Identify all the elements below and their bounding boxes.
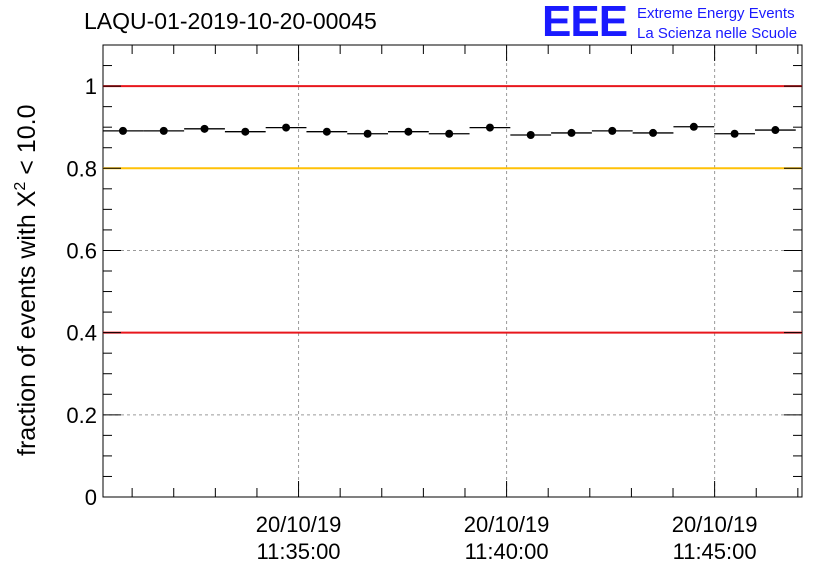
y-tick-label: 0.4 bbox=[66, 321, 97, 346]
data-point bbox=[322, 127, 331, 136]
data-point bbox=[485, 123, 494, 132]
y-tick-label: 0 bbox=[85, 485, 97, 510]
data-point bbox=[118, 126, 127, 135]
y-tick-label: 0.8 bbox=[66, 156, 97, 181]
data-point bbox=[200, 124, 209, 133]
logo-line-2: La Scienza nelle Scuole bbox=[637, 25, 798, 42]
data-point bbox=[649, 128, 658, 137]
data-point bbox=[526, 130, 535, 139]
y-tick-label: 1 bbox=[85, 74, 97, 99]
y-tick-label: 0.6 bbox=[66, 238, 97, 263]
y-axis-label-text: fraction of events with bbox=[13, 207, 41, 456]
y-axis-label-suffix: < 10.0 bbox=[13, 105, 41, 182]
data-point bbox=[730, 129, 739, 138]
data-point bbox=[567, 128, 576, 137]
data-point bbox=[404, 127, 413, 136]
data-point bbox=[241, 127, 250, 136]
x-tick-label-date: 20/10/19 bbox=[256, 512, 342, 537]
eee-logo: EEE Extreme Energy Events La Scienza nel… bbox=[542, 0, 836, 46]
data-point bbox=[445, 129, 454, 138]
x-tick-label-time: 11:40:00 bbox=[465, 539, 549, 564]
x-tick-label-date: 20/10/19 bbox=[672, 512, 758, 537]
x-tick-label-time: 11:35:00 bbox=[257, 539, 341, 564]
chart-title: LAQU-01-2019-10-20-00045 bbox=[84, 8, 377, 34]
data-point bbox=[159, 126, 168, 135]
x-tick-label-time: 11:45:00 bbox=[673, 539, 757, 564]
data-point bbox=[608, 126, 617, 135]
y-tick-label: 0.2 bbox=[66, 403, 97, 428]
plot-frame bbox=[102, 44, 803, 498]
x-tick-label-date: 20/10/19 bbox=[464, 512, 550, 537]
y-axis-label-symbol: X bbox=[13, 190, 41, 207]
eee-logo-mark: EEE bbox=[542, 0, 628, 46]
data-point bbox=[282, 123, 291, 132]
logo-line-1: Extreme Energy Events bbox=[637, 5, 795, 22]
data-point bbox=[689, 122, 698, 131]
y-axis-label-superscript: 2 bbox=[12, 182, 29, 191]
data-point bbox=[363, 129, 372, 138]
data-point bbox=[771, 126, 780, 135]
y-axis-label: fraction of events with X2 < 10.0 bbox=[12, 105, 41, 456]
